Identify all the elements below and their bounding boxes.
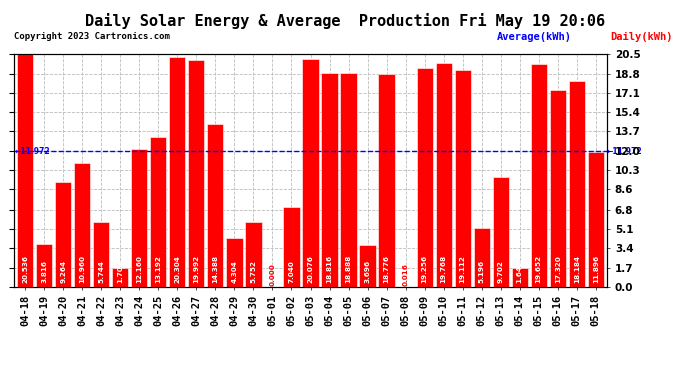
Text: 7.040: 7.040: [288, 261, 295, 284]
Bar: [379, 74, 395, 287]
Bar: [207, 124, 224, 287]
Bar: [340, 73, 357, 287]
Text: 18.776: 18.776: [384, 255, 390, 284]
Bar: [284, 207, 299, 287]
Text: 0.000: 0.000: [270, 264, 275, 286]
Bar: [435, 63, 452, 287]
Text: 19.768: 19.768: [441, 255, 446, 284]
Text: Daily(kWh): Daily(kWh): [611, 32, 673, 42]
Bar: [112, 267, 128, 287]
Text: 1.640: 1.640: [517, 261, 523, 284]
Text: Copyright 2023 Cartronics.com: Copyright 2023 Cartronics.com: [14, 32, 170, 41]
Bar: [150, 137, 166, 287]
Text: 3.816: 3.816: [41, 261, 47, 284]
Text: 11.896: 11.896: [593, 255, 599, 284]
Text: 0.016: 0.016: [402, 263, 408, 286]
Bar: [302, 59, 319, 287]
Text: 4.304: 4.304: [231, 261, 237, 284]
Text: 9.702: 9.702: [497, 261, 504, 284]
Bar: [93, 222, 110, 287]
Text: 1.704: 1.704: [117, 261, 124, 284]
Text: 19.652: 19.652: [535, 255, 542, 284]
Text: 9.264: 9.264: [60, 261, 66, 284]
Text: ←11.972: ←11.972: [14, 147, 50, 156]
Bar: [17, 54, 33, 287]
Text: ←11.972: ←11.972: [607, 147, 642, 156]
Bar: [359, 245, 375, 287]
Text: 5.744: 5.744: [98, 261, 104, 284]
Text: 20.536: 20.536: [22, 255, 28, 284]
Bar: [188, 60, 204, 287]
Text: Average(kWh): Average(kWh): [497, 32, 572, 42]
Text: 20.304: 20.304: [175, 256, 180, 284]
Text: 19.112: 19.112: [460, 256, 466, 284]
Text: 3.696: 3.696: [364, 260, 371, 284]
Bar: [322, 74, 337, 287]
Text: 19.992: 19.992: [193, 255, 199, 284]
Bar: [550, 90, 566, 287]
Bar: [36, 244, 52, 287]
Bar: [75, 163, 90, 287]
Bar: [246, 222, 262, 287]
Text: 19.256: 19.256: [422, 255, 428, 284]
Bar: [493, 177, 509, 287]
Bar: [55, 182, 71, 287]
Bar: [588, 152, 604, 287]
Bar: [169, 57, 186, 287]
Text: 18.816: 18.816: [326, 255, 333, 284]
Text: 20.076: 20.076: [308, 256, 313, 284]
Bar: [473, 228, 490, 287]
Bar: [131, 149, 148, 287]
Bar: [226, 238, 242, 287]
Bar: [531, 64, 546, 287]
Text: 5.196: 5.196: [479, 260, 484, 284]
Text: 18.184: 18.184: [574, 255, 580, 284]
Text: 13.192: 13.192: [155, 256, 161, 284]
Bar: [511, 268, 528, 287]
Text: 18.888: 18.888: [346, 255, 351, 284]
Text: 12.160: 12.160: [137, 256, 142, 284]
Text: 10.960: 10.960: [79, 255, 86, 284]
Text: 17.320: 17.320: [555, 256, 561, 284]
Text: Daily Solar Energy & Average  Production Fri May 19 20:06: Daily Solar Energy & Average Production …: [85, 13, 605, 29]
Bar: [455, 70, 471, 287]
Text: 5.752: 5.752: [250, 261, 257, 284]
Bar: [569, 81, 585, 287]
Text: 14.388: 14.388: [213, 255, 219, 284]
Bar: [417, 69, 433, 287]
